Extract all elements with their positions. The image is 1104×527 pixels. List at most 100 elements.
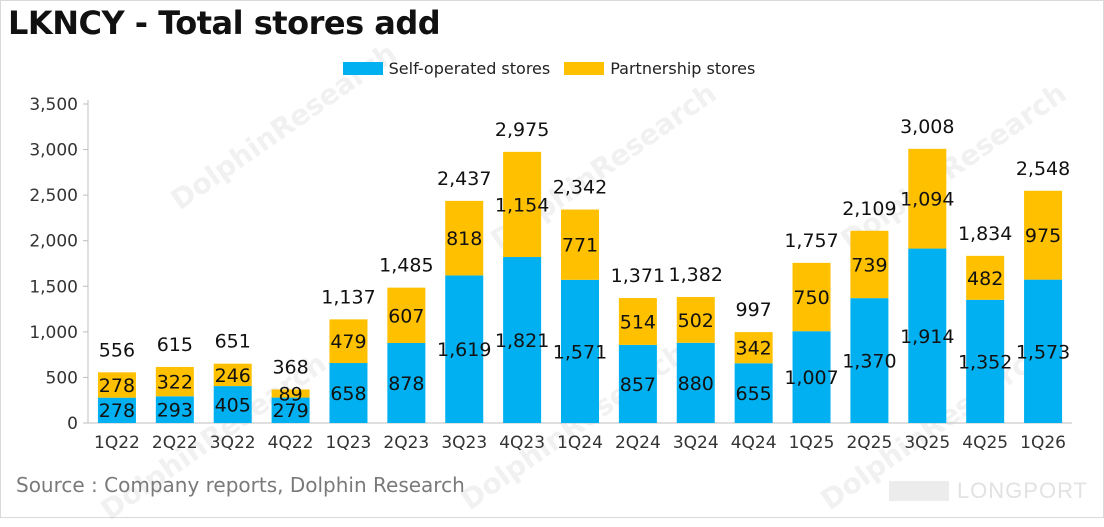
bar-partner-3Q24: [676, 297, 715, 343]
y-tick-label: 2,000: [29, 232, 78, 252]
label-partner-4Q25: 482: [967, 268, 1003, 290]
label-self-2Q23: 878: [388, 373, 424, 395]
legend-swatch-self: [342, 62, 383, 75]
label-self-4Q24: 655: [736, 383, 772, 405]
bar-partner-1Q23: [329, 319, 368, 364]
label-total-1Q24: 2,342: [553, 177, 607, 199]
x-tick-label-3Q22: 3Q22: [210, 433, 256, 453]
label-self-1Q23: 658: [330, 383, 366, 405]
label-partner-3Q24: 502: [678, 310, 714, 332]
bar-self-2Q23: [387, 342, 426, 423]
label-partner-2Q24: 514: [620, 311, 656, 333]
label-total-1Q26: 2,548: [1016, 158, 1070, 180]
label-partner-4Q22: 89: [278, 384, 302, 406]
label-self-2Q25: 1,370: [842, 351, 896, 373]
label-self-2Q22: 293: [157, 400, 193, 422]
bar-partner-1Q24: [561, 209, 599, 280]
x-tick-label-2Q24: 2Q24: [615, 433, 661, 453]
label-partner-4Q23: 1,154: [495, 194, 549, 216]
y-tick-label: 1,000: [29, 323, 78, 343]
legend-label-self: Self-operated stores: [388, 59, 551, 78]
label-self-4Q23: 1,821: [495, 330, 549, 352]
y-tick-label: 3,000: [29, 141, 78, 161]
label-total-4Q25: 1,834: [958, 223, 1012, 245]
bar-partner-1Q25: [792, 262, 831, 332]
legend-item-self: Self-operated stores: [342, 59, 551, 78]
bar-partner-4Q23: [503, 151, 542, 258]
brand-logo: [888, 481, 949, 501]
y-tick-label: 2,500: [29, 186, 78, 206]
x-tick-label-1Q25: 1Q25: [789, 433, 835, 453]
bar-self-1Q24: [561, 279, 599, 423]
x-tick-label-1Q23: 1Q23: [326, 433, 372, 453]
bar-self-2Q24: [618, 344, 657, 423]
x-tick-label-3Q24: 3Q24: [673, 433, 719, 453]
label-self-1Q24: 1,571: [553, 341, 607, 363]
x-tick-label-1Q24: 1Q24: [557, 433, 603, 453]
label-partner-2Q22: 322: [157, 372, 193, 394]
legend-swatch-partner: [564, 62, 605, 75]
legend-label-partner: Partnership stores: [610, 59, 756, 78]
bar-partner-3Q23: [445, 200, 484, 276]
x-tick-label-1Q26: 1Q26: [1020, 433, 1066, 453]
bar-partner-4Q22: [271, 389, 310, 398]
legend: Self-operated stores Partnership stores: [0, 59, 1104, 78]
label-total-4Q24: 997: [736, 299, 772, 321]
x-tick-label-1Q22: 1Q22: [94, 433, 140, 453]
label-self-1Q22: 278: [99, 400, 135, 422]
y-tick-label: 1,500: [29, 277, 78, 297]
label-self-3Q23: 1,619: [437, 339, 491, 361]
label-self-3Q22: 405: [215, 395, 251, 417]
y-tick-label: 500: [46, 368, 78, 388]
bar-self-2Q25: [850, 298, 889, 423]
bar-self-1Q26: [1024, 279, 1063, 423]
bar-self-3Q23: [445, 275, 484, 423]
label-partner-1Q24: 771: [562, 235, 598, 257]
x-tick-label-2Q25: 2Q25: [846, 433, 892, 453]
x-tick-label-3Q23: 3Q23: [441, 433, 487, 453]
label-self-1Q26: 1,573: [1016, 341, 1070, 363]
bar-self-4Q24: [734, 363, 773, 423]
label-partner-1Q23: 479: [330, 331, 366, 353]
bar-partner-1Q26: [1024, 190, 1063, 280]
label-self-3Q25: 1,914: [900, 326, 954, 348]
label-self-2Q24: 857: [620, 374, 656, 396]
label-total-1Q22: 556: [99, 339, 135, 361]
label-total-4Q22: 368: [272, 356, 308, 378]
label-total-2Q25: 2,109: [842, 198, 896, 220]
label-self-4Q22: 279: [272, 400, 308, 422]
label-total-4Q23: 2,975: [495, 119, 549, 141]
bar-self-1Q25: [792, 331, 831, 423]
brand-watermark: LONGPORT: [888, 478, 1088, 504]
bar-partner-2Q24: [618, 298, 657, 345]
brand-name: LONGPORT: [956, 478, 1088, 503]
bar-self-4Q25: [966, 299, 1005, 423]
label-partner-1Q26: 975: [1025, 225, 1061, 247]
label-partner-2Q25: 739: [851, 254, 887, 276]
x-tick-label-4Q24: 4Q24: [731, 433, 777, 453]
label-total-2Q24: 1,371: [611, 265, 665, 287]
bar-self-3Q24: [676, 342, 715, 423]
bar-partner-1Q22: [97, 372, 136, 398]
x-tick-label-2Q23: 2Q23: [383, 433, 429, 453]
x-tick-label-3Q25: 3Q25: [904, 433, 950, 453]
bar-partner-4Q24: [734, 332, 773, 364]
label-total-2Q22: 615: [157, 334, 193, 356]
label-partner-1Q22: 278: [99, 375, 135, 397]
label-self-1Q25: 1,007: [784, 367, 838, 389]
legend-item-partner: Partnership stores: [564, 59, 755, 78]
chart-title: LKNCY - Total stores add: [8, 4, 441, 42]
x-tick-label-4Q22: 4Q22: [268, 433, 314, 453]
label-total-1Q25: 1,757: [784, 230, 838, 252]
label-total-3Q24: 1,382: [669, 264, 723, 286]
label-partner-3Q23: 818: [446, 228, 482, 250]
label-partner-2Q23: 607: [388, 305, 424, 327]
bar-partner-3Q25: [908, 148, 947, 249]
bar-partner-2Q25: [850, 230, 889, 299]
bar-self-3Q22: [213, 386, 252, 423]
source-note: Source : Company reports, Dolphin Resear…: [16, 473, 465, 497]
bar-partner-3Q22: [213, 363, 252, 387]
bar-self-4Q22: [271, 397, 310, 423]
bar-self-4Q23: [503, 257, 542, 423]
